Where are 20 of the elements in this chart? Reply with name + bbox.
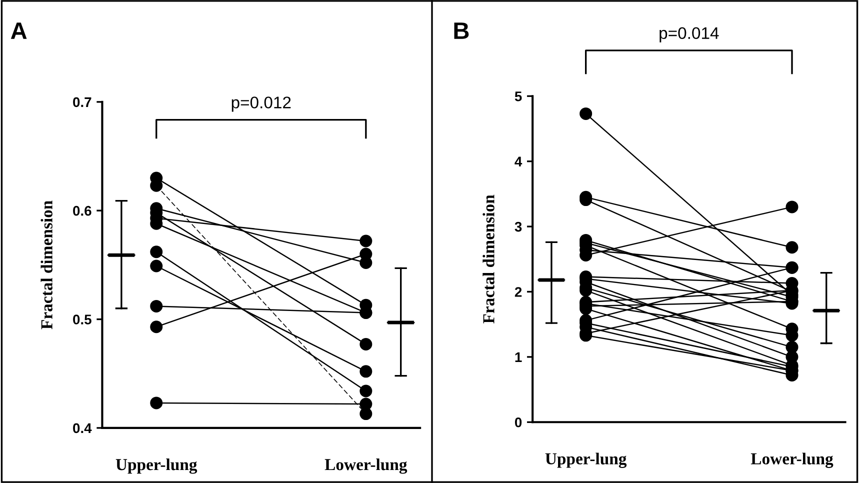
y-tick-label: 0.7 xyxy=(73,97,92,108)
x-tick-label: Upper-lung xyxy=(545,452,627,468)
y-tick-label: 0.4 xyxy=(73,423,92,434)
y-tick-label: 0.5 xyxy=(73,314,92,324)
y-tick-label: 2 xyxy=(514,287,522,297)
text: p=0.014 xyxy=(660,27,719,42)
y-tick-label: 0 xyxy=(514,417,522,428)
y-tick-label: 5 xyxy=(514,92,522,102)
y-tick-label: 0.6 xyxy=(73,206,92,216)
x-tick-label: Lower-lung xyxy=(750,452,834,468)
y-tick-label: 1 xyxy=(515,352,522,362)
x-tick-label: Upper-lung xyxy=(116,458,198,474)
annotation: p=0.012 xyxy=(232,96,291,112)
y-tick-label: 3 xyxy=(514,222,522,232)
text: B xyxy=(454,22,469,39)
y-axis-title: Fractal dimension xyxy=(482,194,494,324)
y-tick-label: 4 xyxy=(514,156,522,166)
y-axis-title: Fractal dimension xyxy=(40,200,52,330)
text: A xyxy=(10,22,27,39)
x-tick-label: Lower-lung xyxy=(324,458,408,474)
